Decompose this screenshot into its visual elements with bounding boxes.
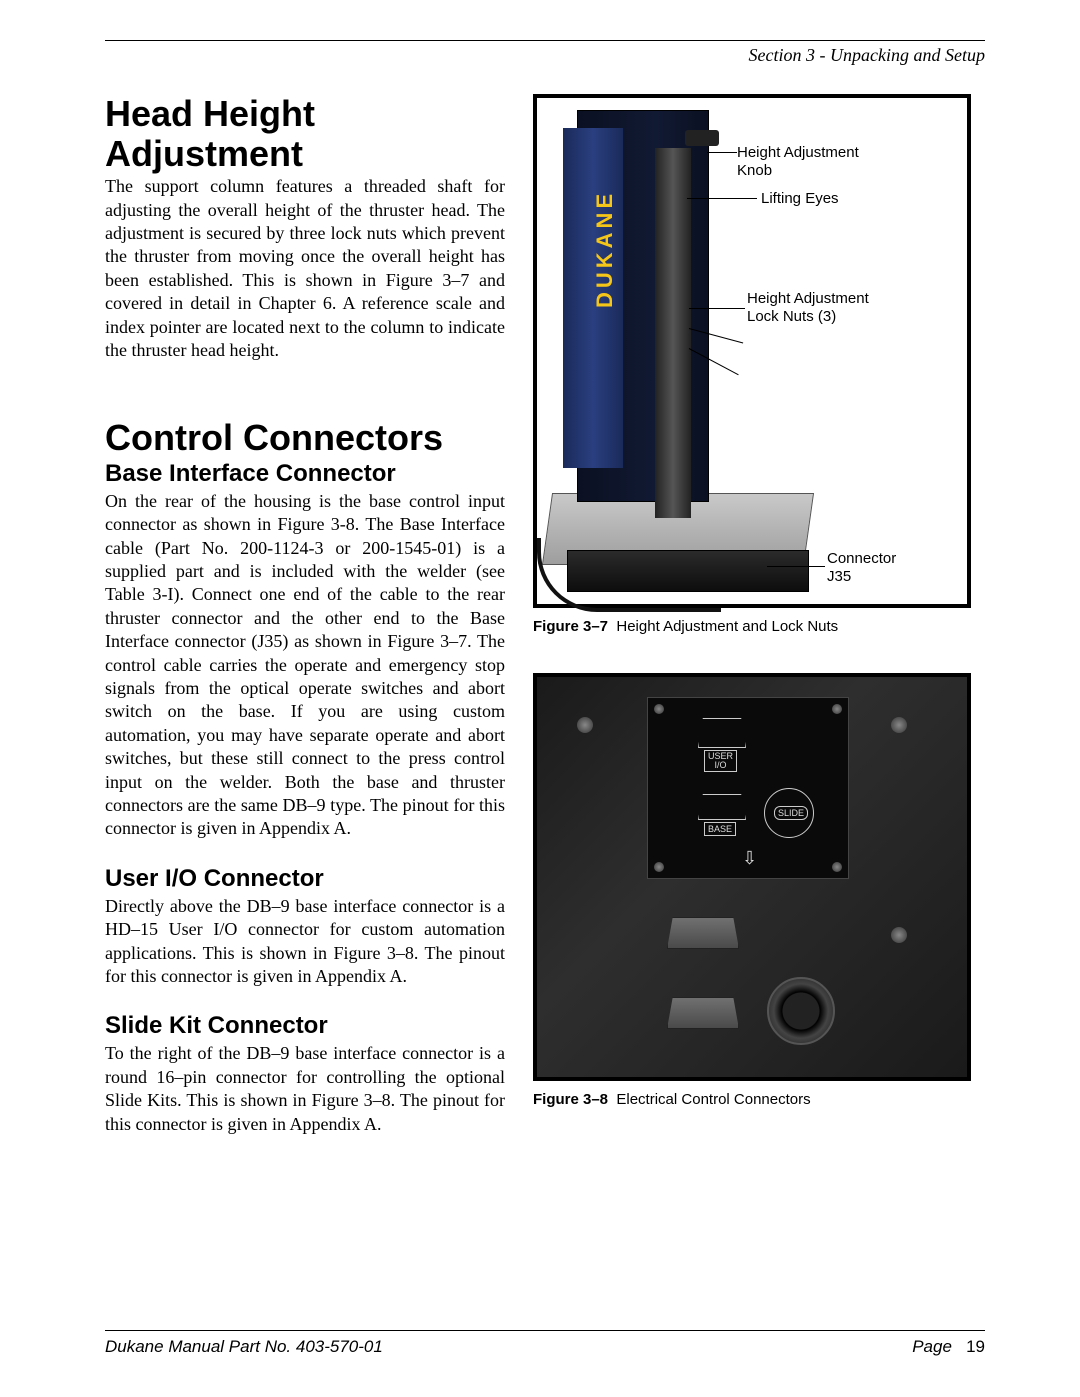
figure-3-7-caption: Figure 3–7 Height Adjustment and Lock Nu…	[533, 618, 985, 635]
db9-connector-upper	[667, 917, 739, 949]
figure7-support-column	[655, 148, 691, 518]
label-user-io: USER I/O	[704, 750, 737, 772]
screw-icon	[891, 927, 907, 943]
screw-icon	[654, 704, 664, 714]
para-slide-kit: To the right of the DB–9 base interface …	[105, 1042, 505, 1136]
callout-knob: Height Adjustment Knob	[737, 144, 859, 180]
figure-3-8: USER I/O BASE SLIDE ⇩	[533, 673, 971, 1081]
callout-lifting-eyes: Lifting Eyes	[761, 190, 839, 208]
label-base: BASE	[704, 822, 736, 836]
subheading-slide-kit: Slide Kit Connector	[105, 1012, 505, 1040]
figure7-brand-label: DUKANE	[592, 190, 618, 308]
label-slide: SLIDE	[774, 806, 808, 820]
section-header: Section 3 - Unpacking and Setup	[105, 45, 985, 66]
heading-control-connectors: Control Connectors	[105, 418, 505, 458]
screw-icon	[832, 862, 842, 872]
screw-icon	[891, 717, 907, 733]
page-footer: Dukane Manual Part No. 403-570-01 Page 1…	[105, 1330, 985, 1357]
para-user-io: Directly above the DB–9 base interface c…	[105, 895, 505, 989]
footer-page-label: Page	[912, 1337, 952, 1356]
para-base-interface: On the rear of the housing is the base c…	[105, 490, 505, 841]
content-columns: Head Height Adjustment The support colum…	[105, 94, 985, 1160]
header-rule	[105, 40, 985, 41]
figure-3-7-caption-num: Figure 3–7	[533, 618, 608, 635]
db9-connector-lower	[667, 997, 739, 1029]
lead-lifting-eyes	[687, 198, 757, 199]
round-16pin-connector	[767, 977, 835, 1045]
figure8-label-panel: USER I/O BASE SLIDE ⇩	[647, 697, 849, 879]
footer-page-number: 19	[966, 1337, 985, 1356]
para-head-height: The support column features a threaded s…	[105, 175, 505, 362]
right-column: DUKANE Height Adjustment Knob Lifting Ey…	[533, 94, 985, 1160]
footer-manual-part: Dukane Manual Part No. 403-570-01	[105, 1337, 383, 1357]
figure-3-8-caption-num: Figure 3–8	[533, 1091, 608, 1108]
lead-connector	[767, 566, 825, 567]
figure-3-7-caption-text: Height Adjustment and Lock Nuts	[616, 618, 838, 635]
figure7-knob	[685, 130, 719, 146]
figure-3-8-caption-text: Electrical Control Connectors	[616, 1091, 810, 1108]
callout-connector-j35: Connector J35	[827, 550, 896, 586]
footer-rule	[105, 1330, 985, 1331]
figure7-cable	[537, 538, 721, 612]
lead-knob	[707, 152, 737, 153]
callout-lock-nuts: Height Adjustment Lock Nuts (3)	[747, 290, 869, 326]
user-io-port-outline	[698, 718, 746, 748]
page: Section 3 - Unpacking and Setup Head Hei…	[0, 0, 1080, 1397]
left-column: Head Height Adjustment The support colum…	[105, 94, 505, 1160]
screw-icon	[832, 704, 842, 714]
subheading-user-io: User I/O Connector	[105, 865, 505, 893]
figure-3-8-caption: Figure 3–8 Electrical Control Connectors	[533, 1091, 985, 1108]
subheading-base-interface: Base Interface Connector	[105, 460, 505, 488]
figure-3-7: DUKANE Height Adjustment Knob Lifting Ey…	[533, 94, 971, 608]
arrow-down-icon: ⇩	[742, 848, 757, 869]
heading-head-height: Head Height Adjustment	[105, 94, 505, 173]
lead-lock-nuts-1	[689, 308, 745, 309]
screw-icon	[654, 862, 664, 872]
base-port-outline	[698, 794, 746, 820]
footer-page: Page 19	[912, 1337, 985, 1357]
screw-icon	[577, 717, 593, 733]
